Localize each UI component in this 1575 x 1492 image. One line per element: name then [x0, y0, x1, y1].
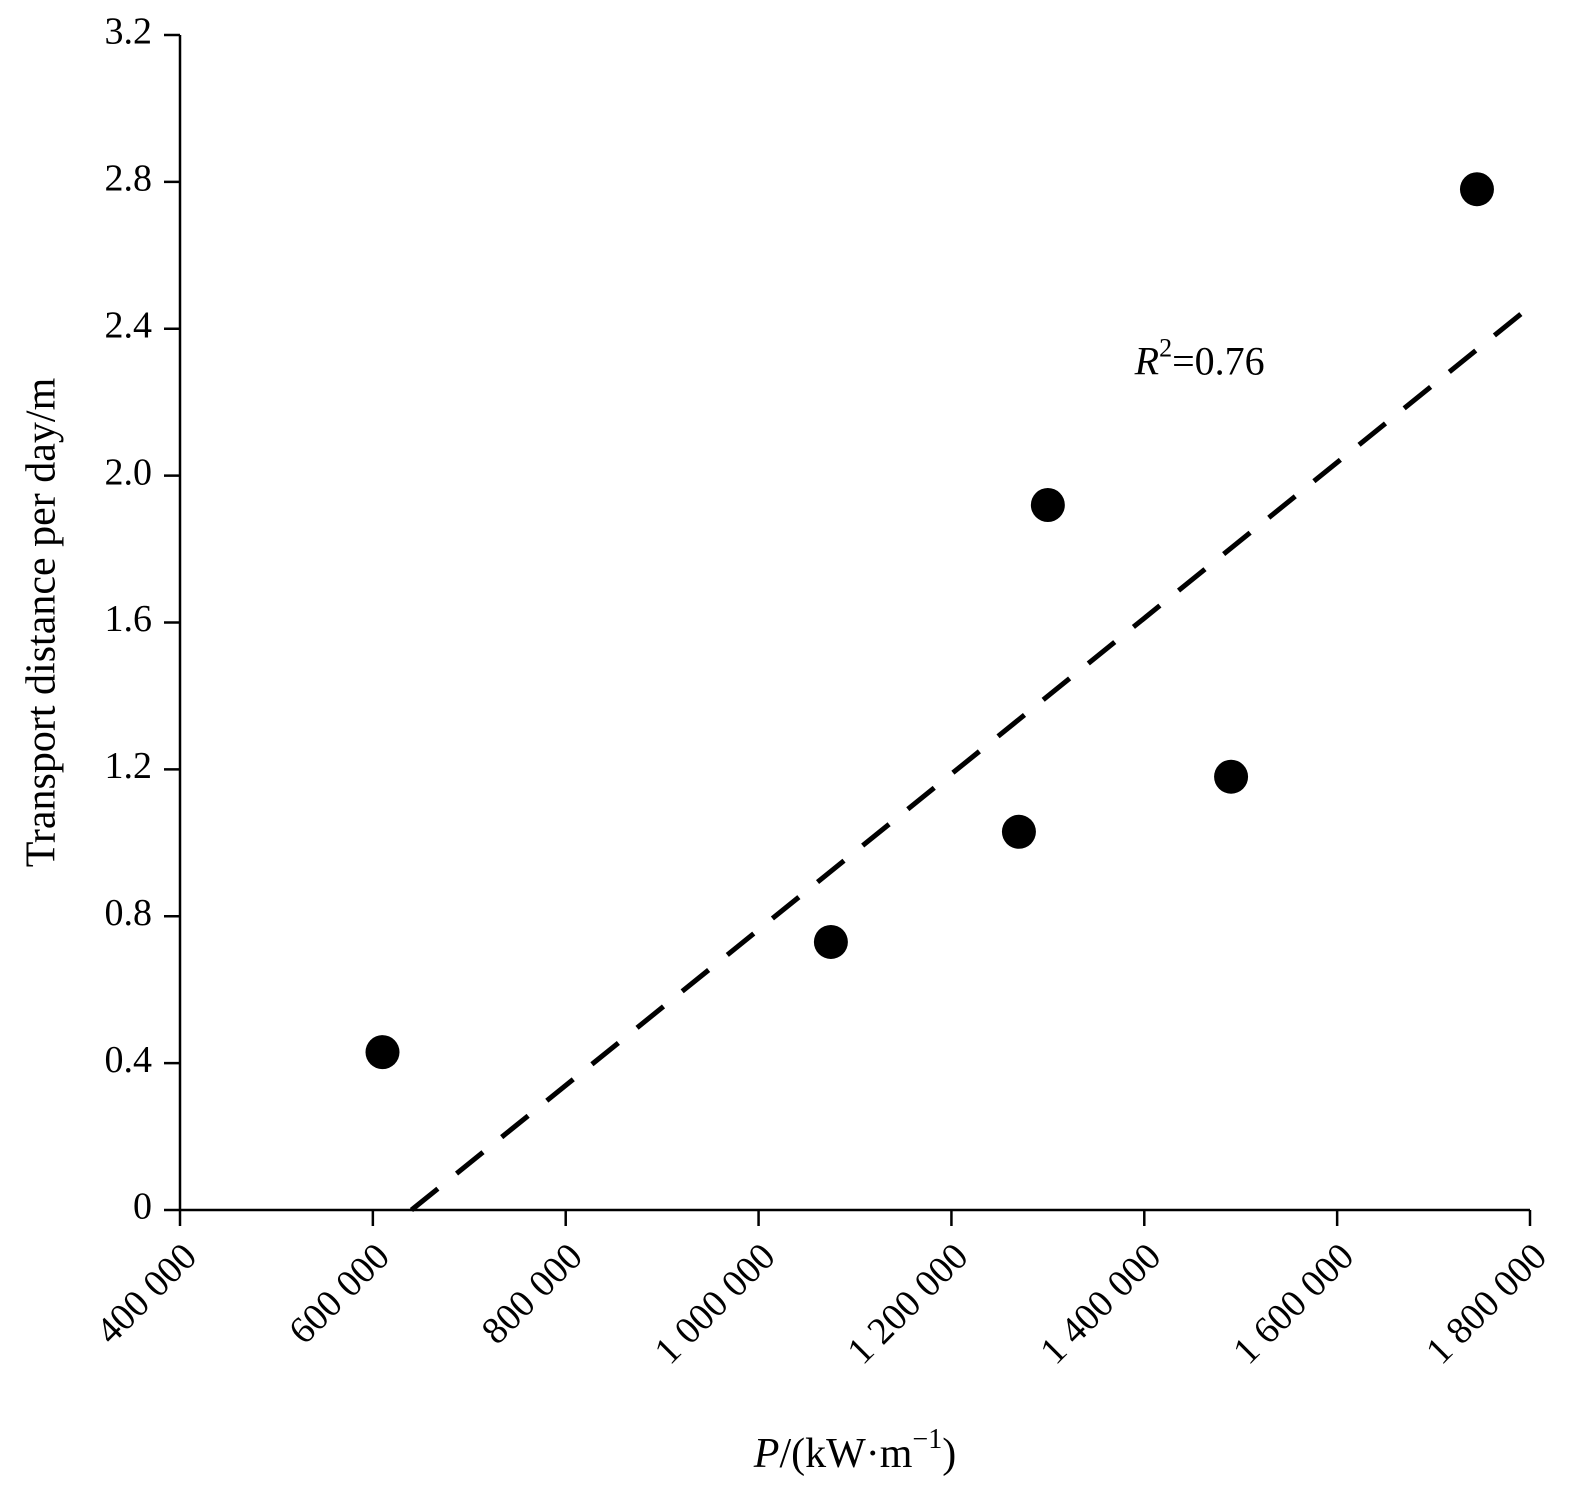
y-tick-label: 2.0: [105, 451, 153, 493]
scatter-chart: 0 0.4 0.8 1.2 1.6 2.0 2.4 2.8 3.2 400 000 600 000 8…: [0, 0, 1575, 1492]
x-axis-title: P/(kW·m−1): [753, 1424, 956, 1477]
y-tick-label: 2.8: [105, 158, 153, 200]
x-tick-label: 800 000: [474, 1235, 591, 1352]
y-tick-label: 1.6: [105, 598, 153, 640]
y-tick-label: 0.4: [105, 1039, 153, 1081]
y-tick-label: 2.4: [105, 304, 153, 346]
y-tick-label: 0.8: [105, 892, 153, 934]
x-tick-label: 1 200 000: [839, 1235, 976, 1372]
r-squared-annotation: R2=0.76: [1134, 334, 1265, 384]
trend-line: [411, 307, 1530, 1210]
data-point: [1214, 760, 1248, 794]
x-tick-label: 600 000: [281, 1235, 398, 1352]
x-tick-label: 1 400 000: [1032, 1235, 1169, 1372]
x-tick-label: 1 600 000: [1225, 1235, 1362, 1372]
data-point: [366, 1035, 400, 1069]
chart-svg: 0 0.4 0.8 1.2 1.6 2.0 2.4 2.8 3.2 400 000 600 000 8…: [0, 0, 1575, 1492]
data-point: [1002, 815, 1036, 849]
x-tick-label: 1 000 000: [646, 1235, 783, 1372]
data-point: [814, 925, 848, 959]
y-tick-label: 3.2: [105, 11, 153, 53]
y-axis-title: Transport distance per day/m: [19, 377, 65, 867]
x-tick-label: 1 800 000: [1418, 1235, 1555, 1372]
y-tick-label: 1.2: [105, 745, 153, 787]
y-tick-label: 0: [133, 1186, 152, 1228]
data-point: [1031, 488, 1065, 522]
data-point: [1460, 172, 1494, 206]
x-tick-label: 400 000: [88, 1235, 205, 1352]
